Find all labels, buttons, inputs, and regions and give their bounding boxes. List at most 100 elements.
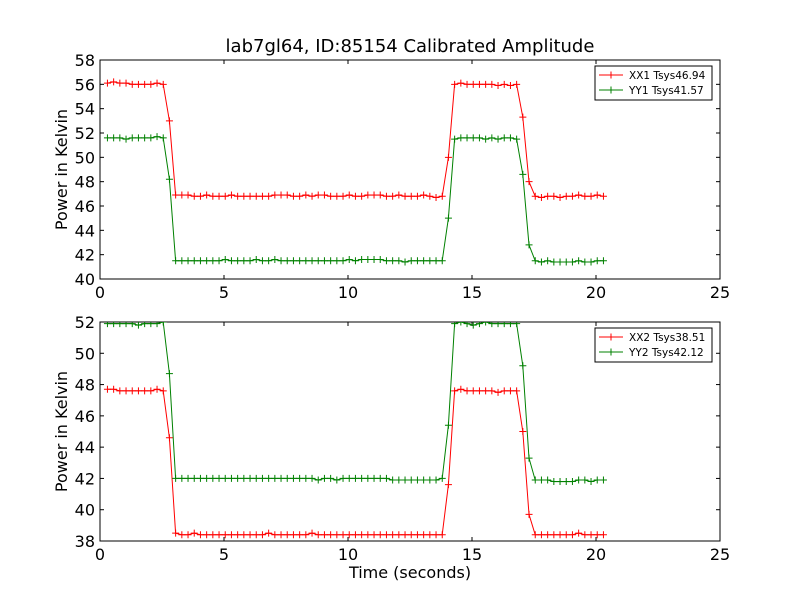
data-point <box>407 192 415 200</box>
data-point <box>141 80 149 88</box>
data-point <box>296 192 304 200</box>
data-point <box>407 531 415 539</box>
data-point <box>550 478 558 486</box>
data-point <box>463 134 471 142</box>
data-point <box>289 474 297 482</box>
data-point <box>438 192 446 200</box>
data-point <box>395 476 403 484</box>
data-point <box>308 474 316 482</box>
data-point <box>525 241 533 249</box>
data-point <box>525 178 533 186</box>
legend-entry: XX2 Tsys38.51 <box>629 332 705 344</box>
data-point <box>103 79 111 87</box>
data-point <box>401 531 409 539</box>
chart-title: lab7gl64, ID:85154 Calibrated Amplitude <box>226 36 595 57</box>
data-point <box>494 135 502 143</box>
data-point <box>358 531 366 539</box>
data-point <box>488 80 496 88</box>
data-point <box>407 257 415 265</box>
data-point <box>128 80 136 88</box>
data-point <box>209 474 217 482</box>
data-point <box>153 133 161 141</box>
data-point <box>116 387 124 395</box>
data-point <box>252 256 260 264</box>
data-point <box>302 531 310 539</box>
data-point <box>469 322 477 329</box>
data-point <box>451 322 459 328</box>
data-point <box>221 192 229 200</box>
data-point <box>556 258 564 266</box>
y-tick-label: 42 <box>75 469 95 488</box>
data-point <box>221 256 229 264</box>
y-tick-label: 40 <box>75 270 95 289</box>
y-tick-label: 56 <box>75 75 95 94</box>
y-tick-label: 50 <box>75 344 95 363</box>
data-point <box>308 257 316 265</box>
data-point <box>593 257 601 265</box>
data-point <box>134 387 142 395</box>
data-point <box>544 531 552 539</box>
data-point <box>506 134 514 142</box>
data-point <box>128 134 136 142</box>
data-point <box>122 79 130 87</box>
data-point <box>296 474 304 482</box>
data-point <box>283 531 291 539</box>
x-tick-label: 5 <box>219 283 229 302</box>
data-point <box>438 257 446 265</box>
y-tick-label: 54 <box>75 100 95 119</box>
data-point <box>364 256 372 264</box>
data-point <box>314 191 322 199</box>
data-point <box>110 78 118 86</box>
data-point <box>110 134 118 142</box>
data-point <box>432 531 440 539</box>
data-point <box>283 191 291 199</box>
data-point <box>426 192 434 200</box>
series-xx <box>103 78 607 201</box>
data-point <box>351 257 359 265</box>
data-point <box>209 192 217 200</box>
data-point <box>451 387 459 395</box>
data-point <box>141 134 149 142</box>
data-point <box>482 322 490 326</box>
data-point <box>513 135 521 143</box>
data-point <box>575 529 583 537</box>
data-point <box>147 80 155 88</box>
data-point <box>196 257 204 265</box>
data-point <box>128 322 136 328</box>
data-point <box>500 134 508 142</box>
data-point <box>587 258 595 266</box>
data-point <box>568 258 576 266</box>
data-point <box>141 387 149 395</box>
data-point <box>432 193 440 201</box>
data-point <box>196 192 204 200</box>
data-point <box>215 192 223 200</box>
data-point <box>308 192 316 200</box>
data-point <box>519 113 527 121</box>
data-point <box>457 79 465 87</box>
y-tick-label: 48 <box>75 376 95 395</box>
data-point <box>103 134 111 142</box>
data-point <box>358 192 366 200</box>
data-point <box>389 476 397 484</box>
data-point <box>463 322 471 328</box>
data-point <box>413 531 421 539</box>
data-point <box>159 80 167 88</box>
data-point <box>215 531 223 539</box>
data-point <box>513 322 521 328</box>
y-tick-label: 40 <box>75 501 95 520</box>
top-panel: 0 5 10 15 20 25 40 42 44 46 48 50 52 54 56 58 Power in K… <box>52 51 730 302</box>
data-point <box>345 256 353 264</box>
data-point <box>488 322 496 328</box>
data-point <box>420 476 428 484</box>
data-point <box>475 134 483 142</box>
data-point <box>339 192 347 200</box>
data-point <box>401 476 409 484</box>
data-point <box>407 476 415 484</box>
data-point <box>581 476 589 484</box>
data-point <box>444 153 452 161</box>
data-point <box>420 257 428 265</box>
data-point <box>209 257 217 265</box>
data-point <box>463 387 471 395</box>
data-point <box>147 134 155 142</box>
data-point <box>550 531 558 539</box>
